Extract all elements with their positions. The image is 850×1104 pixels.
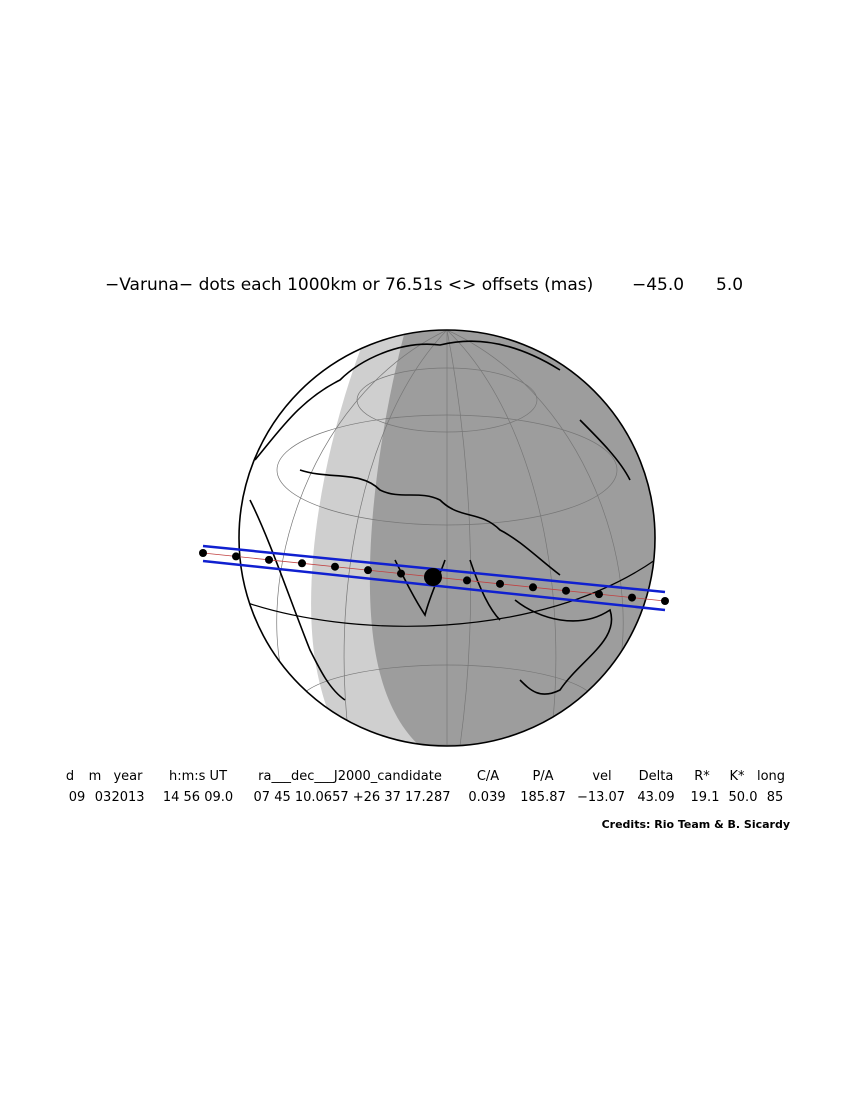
time-dots	[199, 549, 669, 605]
time-dot	[562, 586, 570, 595]
time-dot	[529, 583, 537, 592]
table-cell: 2013	[111, 790, 144, 805]
shadow-path	[199, 544, 669, 612]
table-cell: 07 45 10.0657 +26 37 17.287	[254, 790, 451, 805]
equator	[239, 559, 655, 627]
table-cell: 19.1	[691, 790, 720, 805]
table-header: P/A	[532, 769, 553, 784]
credits: Credits: Rio Team & B. Sicardy	[602, 818, 790, 831]
table-cell: 185.87	[520, 790, 566, 805]
table-header: d	[66, 769, 74, 784]
time-dot	[463, 576, 471, 585]
table-cell: 43.09	[637, 790, 674, 805]
time-dot	[265, 555, 273, 564]
table-cell: 09	[69, 790, 86, 805]
map-title: −Varuna− dots each 1000km or 76.51s <> o…	[105, 275, 593, 295]
time-dot	[496, 579, 504, 588]
table-cell: 85	[767, 790, 784, 805]
time-dot	[199, 549, 207, 557]
time-dot	[232, 552, 240, 561]
table-cell: 14 56 09.0	[163, 790, 233, 805]
table-header: R*	[694, 769, 710, 784]
night-zone	[369, 330, 655, 746]
table-header: vel	[592, 769, 611, 784]
table-cell: 0.039	[468, 790, 505, 805]
table-header: year	[113, 769, 143, 784]
offset-x: −45.0	[632, 275, 684, 295]
table-cell: 03	[95, 790, 112, 805]
globe	[238, 329, 656, 747]
time-dot	[397, 569, 405, 578]
time-dot	[628, 593, 636, 602]
time-dot	[595, 590, 603, 599]
table-header: h:m:s UT	[169, 769, 227, 784]
table-header: K*	[729, 769, 745, 784]
coastlines	[249, 340, 631, 701]
globe-outline	[238, 329, 656, 747]
table-cell: −13.07	[577, 790, 625, 805]
time-dot	[364, 566, 372, 575]
table-cell: 50.0	[729, 790, 758, 805]
graticule	[276, 330, 624, 746]
table-header: long	[757, 769, 785, 784]
time-dot	[298, 559, 306, 568]
time-dot	[661, 597, 669, 605]
time-dot	[331, 562, 339, 571]
event-table: d m year h:m:s UT ra___dec___J2000_candidate…	[66, 769, 785, 805]
table-header: m	[89, 769, 102, 784]
offset-y: 5.0	[716, 275, 743, 295]
table-header: Delta	[639, 769, 674, 784]
table-header: ra___dec___J2000_candidate	[258, 769, 442, 784]
table-header: C/A	[477, 769, 499, 784]
closest-approach-dot	[424, 568, 442, 586]
